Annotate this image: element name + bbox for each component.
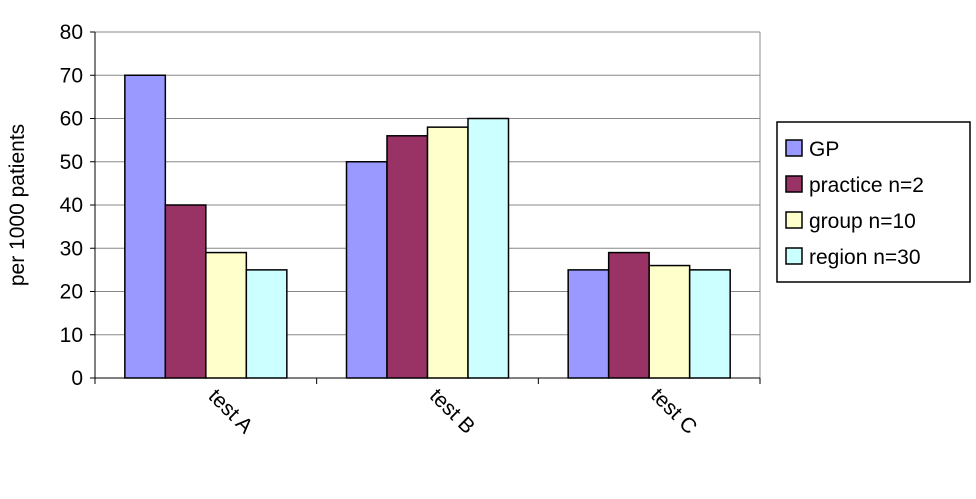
legend-swatch (785, 175, 803, 193)
bar (567, 269, 610, 379)
legend-label: group n=10 (809, 210, 916, 233)
legend-label: GP (809, 138, 839, 161)
y-tick-label: 80 (60, 21, 83, 44)
bar (688, 269, 731, 379)
y-tick-label: 50 (60, 151, 83, 174)
bar (648, 264, 691, 379)
y-tick-label: 60 (60, 108, 83, 131)
x-tick-label: test A (204, 385, 257, 438)
legend-label: practice n=2 (809, 174, 924, 197)
x-tick-label: test C (646, 384, 701, 439)
bar (426, 126, 469, 379)
y-axis-label: per 1000 patients (6, 124, 29, 286)
legend-swatch (785, 247, 803, 265)
x-tick-label: test B (425, 384, 479, 438)
y-tick-label: 70 (60, 64, 83, 87)
bar (345, 161, 388, 379)
bar (245, 269, 288, 379)
legend-label: region n=30 (809, 246, 921, 269)
bar (205, 251, 248, 379)
bar (607, 251, 650, 379)
y-tick-label: 20 (60, 281, 83, 304)
legend-swatch (785, 139, 803, 157)
legend-swatch (785, 211, 803, 229)
legend-box (776, 121, 971, 283)
bar (386, 135, 429, 379)
y-tick-label: 0 (71, 367, 83, 390)
bar (164, 204, 207, 379)
y-tick-label: 40 (60, 194, 83, 217)
bar (124, 74, 167, 379)
y-tick-label: 30 (60, 237, 83, 260)
y-tick-label: 10 (60, 324, 83, 347)
bar (467, 117, 510, 379)
